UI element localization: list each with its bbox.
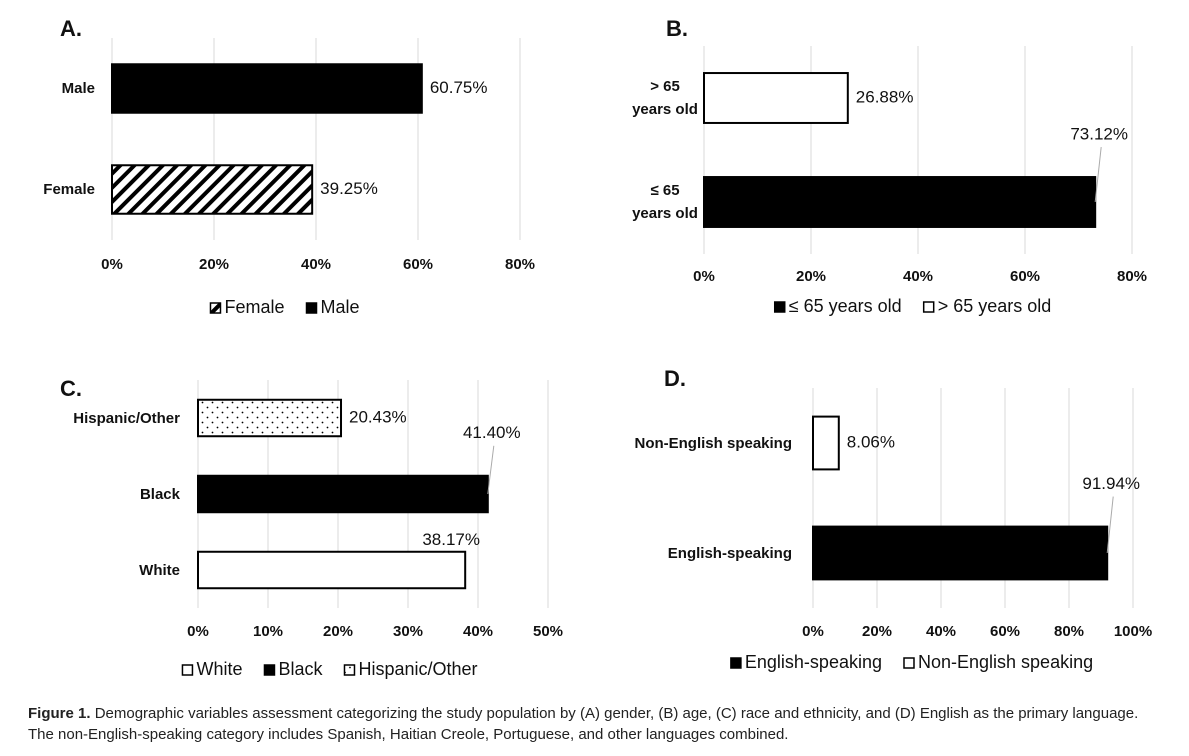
- category-box: Black: [139, 485, 180, 503]
- legend-swatch: [209, 302, 222, 314]
- x-tick-label: 50%: [533, 623, 563, 640]
- caption: Figure 1. Demographic variables assessme…: [28, 703, 1168, 745]
- legend: White Black Hispanic/Other: [181, 659, 478, 679]
- legend-label: Black: [278, 659, 323, 679]
- bar: [197, 398, 343, 438]
- x-tick-label: 20%: [796, 268, 826, 285]
- value-label: 8.06%: [847, 432, 895, 451]
- x-tick-label: 60%: [990, 623, 1020, 640]
- category-label: Black: [139, 485, 180, 503]
- x-tick-label: 0%: [802, 623, 824, 640]
- legend-label: Male: [321, 297, 360, 317]
- legend-swatch: [773, 301, 786, 313]
- panel-title: D.: [664, 366, 686, 391]
- legend-label: Hispanic/Other: [358, 659, 477, 679]
- category-box: White: [139, 561, 180, 579]
- category-label: Non-English speaking: [634, 434, 792, 452]
- legend-swatch: [263, 664, 276, 676]
- bar: [111, 164, 314, 215]
- category-label: Female: [43, 181, 95, 198]
- label-leader: [1094, 146, 1102, 203]
- value-label: 20.43%: [349, 407, 407, 426]
- bar: [197, 474, 489, 514]
- bar: [812, 415, 840, 471]
- value-label: 73.12%: [1070, 125, 1128, 144]
- legend-label: Non-English speaking: [918, 652, 1093, 672]
- category-box: Hispanic/Other: [73, 409, 180, 427]
- x-tick-label: 0%: [693, 268, 715, 285]
- x-tick-label: 80%: [1117, 268, 1147, 285]
- x-tick-label: 80%: [505, 256, 535, 273]
- x-tick-label: 0%: [187, 623, 209, 640]
- legend: English-speaking Non-English speaking: [730, 652, 1093, 672]
- x-tick-label: 60%: [403, 256, 433, 273]
- x-tick-label: 10%: [253, 623, 283, 640]
- legend: Female Male: [209, 297, 360, 317]
- x-tick-label: 40%: [903, 268, 933, 285]
- category-label: English-speaking: [667, 544, 792, 562]
- legend-label: English-speaking: [745, 652, 882, 672]
- category-box: > 65 years old: [632, 78, 698, 118]
- legend-label: Female: [224, 297, 284, 317]
- legend-swatch: [305, 302, 318, 314]
- x-tick-label: 20%: [862, 623, 892, 640]
- caption-box: Figure 1. Demographic variables assessme…: [28, 703, 1168, 745]
- legend-label: White: [196, 659, 242, 679]
- value-label: 38.17%: [422, 530, 480, 549]
- legend-swatch: [922, 301, 935, 313]
- category-label: Male: [61, 80, 95, 97]
- legend-swatch: [903, 657, 915, 669]
- panel-title: A.: [60, 16, 82, 41]
- legend-swatch: [730, 657, 742, 669]
- bar: [703, 72, 849, 124]
- category-label: > 65 years old: [632, 78, 698, 118]
- caption-label: Figure 1.: [28, 705, 91, 722]
- bar: [703, 176, 1097, 228]
- bar: [197, 550, 467, 590]
- bar: [812, 525, 1109, 581]
- bar: [111, 63, 423, 114]
- legend: ≤ 65 years old > 65 years old: [773, 296, 1052, 316]
- value-label: 41.40%: [463, 423, 521, 442]
- value-label: 26.88%: [856, 87, 914, 106]
- category-label: White: [139, 561, 180, 579]
- category-label: Hispanic/Other: [73, 409, 180, 427]
- panel-title: C.: [60, 376, 82, 401]
- caption-text: Demographic variables assessment categor…: [28, 705, 1139, 743]
- legend-swatch: [343, 664, 356, 676]
- label-leader: [1106, 496, 1114, 554]
- value-label: 39.25%: [320, 179, 378, 198]
- category-box: Non-English speaking: [634, 434, 792, 452]
- label-leader: [487, 445, 495, 495]
- x-tick-label: 20%: [199, 256, 229, 273]
- panel-title: B.: [666, 16, 688, 41]
- legend-label: ≤ 65 years old: [789, 296, 902, 316]
- x-tick-label: 60%: [1010, 268, 1040, 285]
- value-label: 60.75%: [430, 78, 488, 97]
- x-tick-label: 80%: [1054, 623, 1084, 640]
- category-label: ≤ 65 years old: [632, 182, 698, 222]
- category-box: ≤ 65 years old: [632, 182, 698, 222]
- x-tick-label: 40%: [301, 256, 331, 273]
- category-box: Female: [43, 181, 95, 198]
- category-box: Male: [61, 80, 95, 97]
- category-box: English-speaking: [667, 544, 792, 562]
- x-tick-label: 20%: [323, 623, 353, 640]
- value-label: 91.94%: [1082, 474, 1140, 493]
- legend-swatch: [181, 664, 194, 676]
- x-tick-label: 40%: [926, 623, 956, 640]
- x-tick-label: 100%: [1114, 623, 1152, 640]
- x-tick-label: 40%: [463, 623, 493, 640]
- legend-label: > 65 years old: [938, 296, 1052, 316]
- x-tick-label: 0%: [101, 256, 123, 273]
- x-tick-label: 30%: [393, 623, 423, 640]
